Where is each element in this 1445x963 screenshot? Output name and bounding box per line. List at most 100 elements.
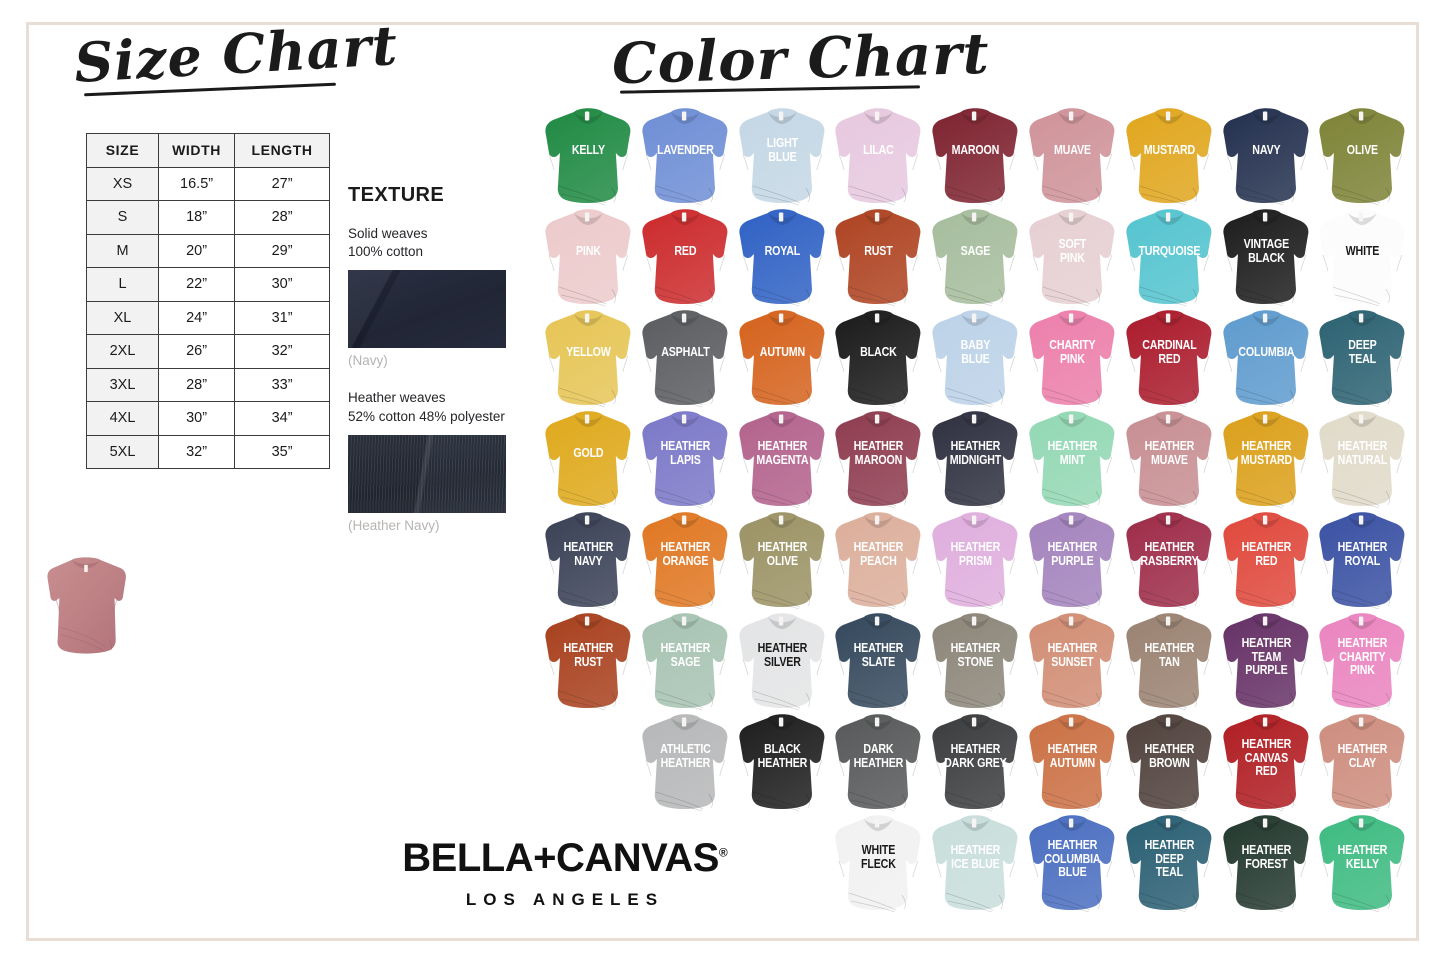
shirt-illustration	[835, 108, 921, 206]
color-swatch-shirt[interactable]: NAVY	[1218, 106, 1315, 207]
shirt-illustration	[1126, 108, 1212, 206]
color-swatch-shirt[interactable]: HEATHER DEEP TEAL	[1121, 813, 1218, 914]
color-swatch-shirt[interactable]: HEATHER SLATE	[830, 611, 927, 712]
color-swatch-shirt[interactable]: HEATHER ICE BLUE	[927, 813, 1024, 914]
color-swatch-shirt[interactable]: RUST	[830, 207, 927, 308]
color-chart-row: GOLD HEATHER LAPIS HEATHER MAGENTA HEATHER MAR…	[540, 409, 1412, 510]
color-swatch-shirt[interactable]: LAVENDER	[637, 106, 734, 207]
color-swatch-shirt[interactable]: GOLD	[540, 409, 637, 510]
table-row: 2XL 26” 32”	[86, 334, 330, 369]
color-swatch-shirt[interactable]: CARDINAL RED	[1121, 308, 1218, 409]
cell-width: 22”	[157, 267, 236, 302]
shirt-illustration	[1222, 310, 1309, 408]
color-swatch-shirt[interactable]: HEATHER SAGE	[637, 611, 734, 712]
color-swatch-shirt[interactable]: BLACK HEATHER	[734, 712, 831, 813]
cell-length: 27”	[234, 166, 330, 201]
color-swatch-shirt[interactable]: HEATHER RED	[1218, 510, 1315, 611]
color-swatch-shirt[interactable]: MAROON	[927, 106, 1024, 207]
color-swatch-shirt[interactable]: HEATHER COLUMBIA BLUE	[1024, 813, 1121, 914]
shirt-illustration	[835, 310, 921, 408]
solid-weave-line2: 100% cotton	[348, 244, 424, 260]
color-swatch-shirt[interactable]: HEATHER FOREST	[1218, 813, 1315, 914]
color-swatch-shirt[interactable]: OLIVE	[1314, 106, 1411, 207]
shirt-illustration	[738, 209, 825, 307]
color-swatch-shirt[interactable]: HEATHER AUTUMN	[1024, 712, 1121, 813]
color-swatch-shirt[interactable]: HEATHER CLAY	[1314, 712, 1411, 813]
color-swatch-shirt[interactable]: MUAVE	[1024, 106, 1121, 207]
width-measure-label: WIDTH	[60, 728, 116, 744]
shirt-illustration	[1029, 310, 1115, 408]
cell-width: 16.5”	[157, 166, 236, 201]
color-swatch-shirt[interactable]: BLACK	[830, 308, 927, 409]
color-swatch-shirt[interactable]: HEATHER CHARITY PINK	[1314, 611, 1411, 712]
color-swatch-shirt[interactable]: KELLY	[540, 106, 637, 207]
cell-length: 29”	[234, 233, 330, 268]
color-swatch-shirt[interactable]: HEATHER MUSTARD	[1218, 409, 1315, 510]
color-swatch-shirt[interactable]: ROYAL	[734, 207, 831, 308]
color-swatch-shirt[interactable]: YELLOW	[540, 308, 637, 409]
color-swatch-shirt[interactable]: LIGHT BLUE	[734, 106, 831, 207]
shirt-illustration	[545, 512, 631, 610]
cell-width: 18”	[157, 200, 236, 235]
color-swatch-shirt[interactable]: TURQUOISE	[1121, 207, 1218, 308]
color-swatch-shirt[interactable]: BABY BLUE	[927, 308, 1024, 409]
color-swatch-shirt[interactable]: HEATHER PEACH	[830, 510, 927, 611]
color-swatch-shirt[interactable]: HEATHER TEAM PURPLE	[1218, 611, 1315, 712]
shirt-illustration	[1222, 613, 1309, 711]
brand-wordmark-text: BELLA+CANVAS	[402, 836, 719, 880]
shirt-illustration	[545, 310, 631, 408]
color-swatch-shirt[interactable]: MUSTARD	[1121, 106, 1218, 207]
color-swatch-shirt[interactable]: CHARITY PINK	[1024, 308, 1121, 409]
color-swatch-shirt[interactable]: HEATHER BROWN	[1121, 712, 1218, 813]
color-swatch-shirt[interactable]: COLUMBIA	[1218, 308, 1315, 409]
color-swatch-shirt[interactable]: HEATHER STONE	[927, 611, 1024, 712]
color-swatch-shirt[interactable]: HEATHER SILVER	[734, 611, 831, 712]
width-measure-line	[60, 738, 282, 742]
color-swatch-shirt[interactable]: HEATHER PRISM	[927, 510, 1024, 611]
cell-width: 20”	[157, 233, 236, 268]
color-swatch-shirt[interactable]: HEATHER MINT	[1024, 409, 1121, 510]
color-swatch-shirt[interactable]: WHITE	[1314, 207, 1411, 308]
color-swatch-shirt[interactable]: HEATHER ROYAL	[1314, 510, 1411, 611]
color-swatch-shirt[interactable]: DEEP TEAL	[1314, 308, 1411, 409]
color-swatch-shirt[interactable]: HEATHER MUAVE	[1121, 409, 1218, 510]
color-swatch-shirt[interactable]: HEATHER KELLY	[1314, 813, 1411, 914]
color-swatch-shirt[interactable]: ATHLETIC HEATHER	[637, 712, 734, 813]
table-row: 5XL 32” 35”	[86, 434, 330, 469]
color-swatch-shirt[interactable]: ASPHALT	[637, 308, 734, 409]
color-swatch-shirt[interactable]: HEATHER SUNSET	[1024, 611, 1121, 712]
color-swatch-shirt[interactable]: HEATHER NAVY	[540, 510, 637, 611]
color-swatch-shirt[interactable]: PINK	[540, 207, 637, 308]
color-swatch-shirt[interactable]: LILAC	[830, 106, 927, 207]
cell-width: 30”	[157, 401, 236, 436]
color-swatch-shirt[interactable]: HEATHER NATURAL	[1314, 409, 1411, 510]
measurement-shirt-illustration	[47, 557, 126, 654]
color-swatch-shirt[interactable]: HEATHER MIDNIGHT	[927, 409, 1024, 510]
color-swatch-shirt[interactable]: HEATHER TAN	[1121, 611, 1218, 712]
measurement-shirt-diagram	[38, 556, 350, 922]
color-swatch-shirt[interactable]: HEATHER RUST	[540, 611, 637, 712]
color-swatch-shirt[interactable]: HEATHER ORANGE	[637, 510, 734, 611]
color-swatch-shirt[interactable]: HEATHER LAPIS	[637, 409, 734, 510]
color-swatch-shirt[interactable]: WHITE FLECK	[830, 813, 927, 914]
color-swatch-shirt[interactable]: HEATHER CANVAS RED	[1218, 712, 1315, 813]
color-swatch-shirt[interactable]: HEATHER PURPLE	[1024, 510, 1121, 611]
color-chart-grid: KELLY LAVENDER LIGHT BLUE LILAC MAROON MUAVE MU…	[540, 106, 1412, 914]
color-swatch-shirt[interactable]: HEATHER MAROON	[830, 409, 927, 510]
color-swatch-shirt[interactable]: HEATHER DARK GREY	[927, 712, 1024, 813]
shirt-illustration	[932, 411, 1018, 509]
color-swatch-shirt[interactable]: DARK HEATHER	[830, 712, 927, 813]
shirt-illustration	[1222, 411, 1309, 509]
grid-spacer	[734, 813, 831, 914]
color-swatch-shirt[interactable]: HEATHER OLIVE	[734, 510, 831, 611]
color-swatch-shirt[interactable]: HEATHER MAGENTA	[734, 409, 831, 510]
size-chart-table: SIZE WIDTH LENGTH XS 16.5” 27” S 18” 28” M 20” 2…	[86, 133, 330, 469]
color-swatch-shirt[interactable]: HEATHER RASBERRY	[1121, 510, 1218, 611]
color-swatch-shirt[interactable]: AUTUMN	[734, 308, 831, 409]
color-swatch-shirt[interactable]: SOFT PINK	[1024, 207, 1121, 308]
color-swatch-shirt[interactable]: SAGE	[927, 207, 1024, 308]
size-chart-title: Size Chart	[72, 13, 400, 95]
color-swatch-shirt[interactable]: RED	[637, 207, 734, 308]
color-swatch-shirt[interactable]: VINTAGE BLACK	[1218, 207, 1315, 308]
color-chart-row: KELLY LAVENDER LIGHT BLUE LILAC MAROON MUAVE MU…	[540, 106, 1412, 207]
